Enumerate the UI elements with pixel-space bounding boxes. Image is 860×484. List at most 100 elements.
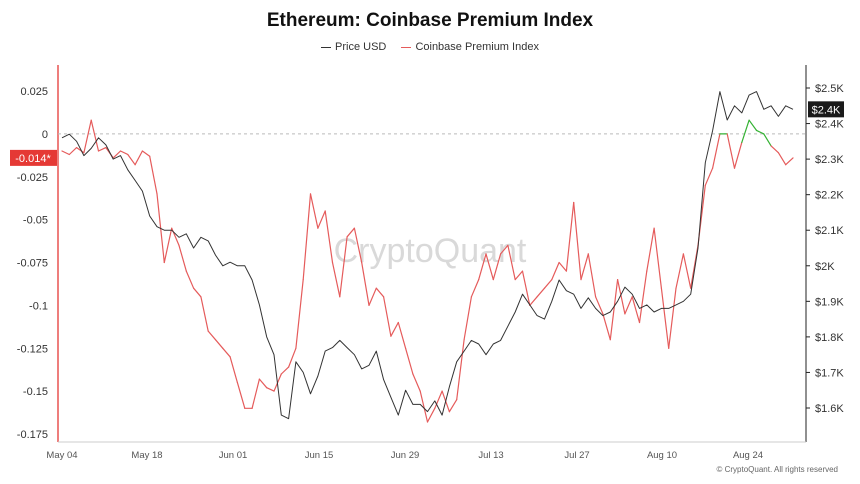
- premium-line-segment: [631, 296, 641, 324]
- premium-line-segment: [748, 119, 758, 131]
- premium-line-segment: [149, 155, 158, 195]
- copyright-text: © CryptoQuant. All rights reserved: [717, 465, 839, 474]
- premium-line-segment: [587, 253, 597, 298]
- premium-line-segment: [251, 378, 260, 409]
- x-tick-label: Jun 01: [219, 450, 248, 461]
- x-tick-label: Jul 13: [478, 450, 503, 461]
- premium-line-segment: [339, 236, 348, 298]
- premium-line-segment: [624, 296, 633, 315]
- premium-line-segment: [236, 382, 246, 409]
- premium-line-segment: [500, 244, 509, 255]
- premium-line-segment: [127, 153, 136, 166]
- premium-line-segment: [507, 244, 516, 281]
- premium-line-segment: [75, 147, 85, 154]
- premium-line-segment: [200, 296, 209, 332]
- premium-line-segment: [660, 287, 670, 349]
- premium-line-segment: [726, 133, 736, 169]
- premium-line-segment: [711, 133, 721, 169]
- premium-line-segment: [134, 150, 143, 166]
- y-left-tick-label: -0.15: [23, 386, 48, 398]
- premium-line-segment: [682, 253, 692, 289]
- x-tick-label: Aug 10: [647, 450, 677, 461]
- y-left-tick-label: -0.175: [17, 429, 48, 441]
- premium-line-segment: [193, 287, 202, 298]
- premium-line-segment: [90, 119, 100, 152]
- current-premium-badge: [10, 149, 57, 166]
- chart-title: Ethereum: Coinbase Premium Index: [266, 10, 594, 31]
- premium-line-segment: [302, 193, 312, 281]
- premium-line-segment: [668, 287, 677, 349]
- premium-line-segment: [258, 378, 268, 389]
- current-premium-label: -0.014*: [15, 153, 51, 165]
- premium-line-segment: [68, 147, 78, 156]
- price-line: [61, 91, 794, 420]
- premium-line-segment: [207, 330, 217, 341]
- y-right-tick-label: $2.2K: [815, 190, 844, 202]
- y-left-tick-label: -0.125: [17, 343, 48, 355]
- premium-line-segment: [763, 133, 772, 147]
- y-left-tick-label: -0.05: [23, 215, 48, 227]
- premium-line-segment: [463, 296, 472, 341]
- premium-line-segment: [470, 279, 480, 298]
- y-right-tick-label: $2.1K: [815, 225, 844, 237]
- premium-line-segment: [478, 253, 487, 281]
- premium-line-segment: [288, 347, 297, 368]
- premium-line-segment: [317, 210, 326, 229]
- premium-line-segment: [456, 339, 465, 401]
- y-right-tick-label: $1.6K: [815, 403, 844, 415]
- premium-line-segment: [361, 261, 370, 306]
- x-tick-label: Jul 27: [564, 450, 589, 461]
- premium-line-segment: [353, 227, 363, 264]
- x-tick-label: May 04: [46, 450, 77, 461]
- premium-line-segment: [295, 279, 304, 349]
- premium-line-segment: [309, 193, 319, 229]
- premium-line-segment: [741, 119, 750, 143]
- y-left-tick-label: 0: [42, 129, 48, 141]
- legend-swatch-premium: [401, 46, 412, 48]
- y-right-tick-label: $2K: [815, 261, 835, 273]
- premium-line-segment: [390, 321, 399, 337]
- legend-swatch-price: [321, 46, 332, 48]
- premium-line-segment: [185, 270, 195, 289]
- premium-line-segment: [551, 261, 560, 281]
- chart-labels: 0.025 0 -0.025 -0.05 -0.075 -0.1 -0.125 -0.15 -0…: [10, 83, 844, 461]
- chart-axes: [57, 65, 810, 443]
- y-left-tick-label: 0.025: [20, 86, 48, 98]
- y-right-tick-label: $2.5K: [815, 83, 844, 95]
- premium-line-segment: [777, 152, 787, 166]
- premium-line-segment: [448, 399, 458, 413]
- premium-line-segment: [536, 287, 546, 298]
- premium-line-segment: [492, 253, 502, 281]
- premium-line-segment: [229, 356, 238, 384]
- premium-line-segment: [755, 129, 765, 135]
- premium-line-segment: [280, 366, 290, 375]
- premium-line-segment: [214, 339, 224, 349]
- premium-line-segment: [119, 150, 129, 156]
- y-left-tick-label: -0.025: [17, 172, 48, 184]
- x-tick-label: Jun 29: [391, 450, 420, 461]
- premium-line-segment: [616, 279, 626, 315]
- y-left-tick-label: -0.075: [17, 258, 48, 270]
- premium-line-segment: [426, 407, 436, 423]
- y-right-tick-label: $2.4K: [815, 119, 844, 131]
- watermark: CryptoQuant: [334, 232, 527, 270]
- premium-line-segment: [97, 147, 107, 152]
- x-tick-label: Jun 15: [305, 450, 334, 461]
- premium-line-segment: [602, 313, 611, 341]
- legend-item-price[interactable]: Price USD: [321, 41, 386, 53]
- premium-line-segment: [375, 287, 385, 298]
- premium-line-segment: [397, 321, 407, 349]
- premium-line-segment: [324, 210, 334, 264]
- premium-line-segment: [222, 347, 231, 358]
- chart-legend: Price USD Coinbase Premium Index: [0, 41, 860, 53]
- premium-line-segment: [770, 145, 780, 154]
- premium-line-segment: [573, 201, 582, 281]
- premium-line-segment: [514, 270, 524, 281]
- premium-line-segment: [412, 373, 421, 392]
- premium-line-segment: [331, 261, 341, 298]
- legend-item-premium[interactable]: Coinbase Premium Index: [401, 41, 539, 53]
- premium-line-segment: [83, 119, 92, 154]
- premium-line-segment: [405, 347, 414, 375]
- premium-line-segment: [785, 157, 794, 166]
